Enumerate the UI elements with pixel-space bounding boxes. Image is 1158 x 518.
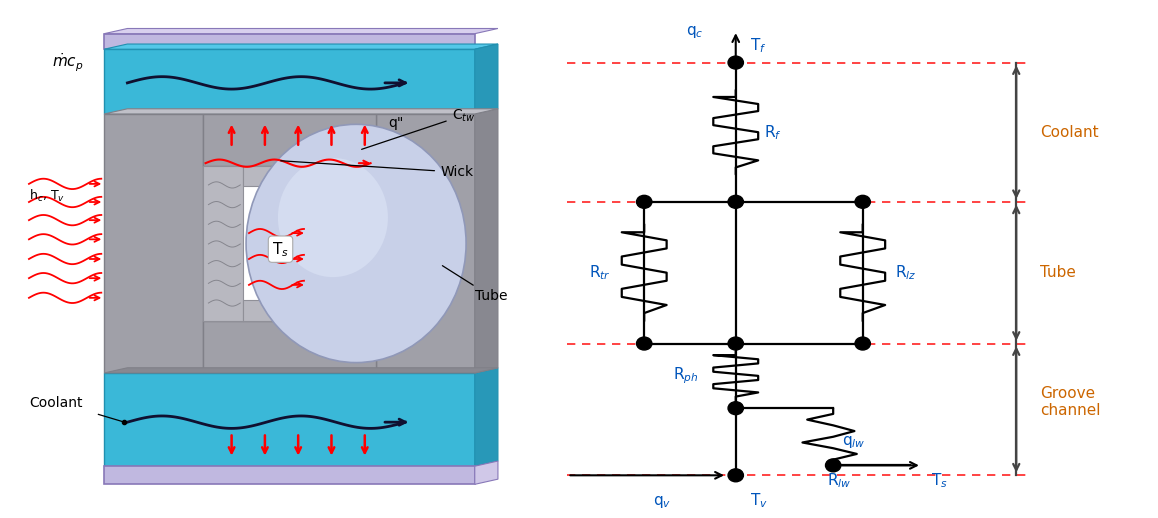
Ellipse shape xyxy=(245,124,466,363)
Text: T$_s$: T$_s$ xyxy=(931,471,947,490)
Text: R$_{ph}$: R$_{ph}$ xyxy=(673,366,698,386)
Polygon shape xyxy=(203,166,243,321)
Polygon shape xyxy=(104,368,498,373)
Text: q$_c$: q$_c$ xyxy=(686,24,703,40)
Circle shape xyxy=(855,337,871,350)
Circle shape xyxy=(637,195,652,208)
Polygon shape xyxy=(376,114,475,373)
Text: Coolant: Coolant xyxy=(29,396,82,410)
Text: R$_{lw}$: R$_{lw}$ xyxy=(827,471,851,490)
Text: q$_{lw}$: q$_{lw}$ xyxy=(842,435,865,451)
Text: q": q" xyxy=(388,116,403,130)
Text: Groove
channel: Groove channel xyxy=(1040,386,1100,418)
Circle shape xyxy=(728,469,743,482)
Polygon shape xyxy=(475,44,498,114)
Text: Tube: Tube xyxy=(1040,265,1076,280)
Polygon shape xyxy=(243,300,336,321)
Polygon shape xyxy=(336,166,376,321)
Circle shape xyxy=(728,337,743,350)
Text: T$_s$: T$_s$ xyxy=(272,240,288,258)
Polygon shape xyxy=(104,34,475,49)
Text: T$_f$: T$_f$ xyxy=(750,36,767,55)
Polygon shape xyxy=(104,49,475,114)
Polygon shape xyxy=(104,466,475,484)
Text: R$_f$: R$_f$ xyxy=(764,123,782,141)
Circle shape xyxy=(728,402,743,414)
Polygon shape xyxy=(243,166,336,186)
Circle shape xyxy=(728,195,743,208)
Circle shape xyxy=(637,337,652,350)
Polygon shape xyxy=(475,109,498,373)
Text: $\dot{m}c_p$: $\dot{m}c_p$ xyxy=(52,51,83,74)
Polygon shape xyxy=(203,114,376,166)
Text: h$_c$, T$_v$: h$_c$, T$_v$ xyxy=(29,188,65,204)
Polygon shape xyxy=(104,114,203,373)
Polygon shape xyxy=(475,368,498,466)
Polygon shape xyxy=(104,44,498,49)
Ellipse shape xyxy=(278,158,388,277)
Text: T$_v$: T$_v$ xyxy=(750,491,769,510)
Text: R$_{lz}$: R$_{lz}$ xyxy=(895,263,917,282)
Circle shape xyxy=(826,459,841,472)
Polygon shape xyxy=(104,109,498,114)
Text: Wick: Wick xyxy=(280,161,474,179)
Text: R$_{tr}$: R$_{tr}$ xyxy=(589,263,610,282)
Polygon shape xyxy=(475,461,498,484)
Circle shape xyxy=(728,56,743,69)
Text: Coolant: Coolant xyxy=(1040,125,1099,140)
Polygon shape xyxy=(104,373,475,466)
Polygon shape xyxy=(104,28,498,34)
Polygon shape xyxy=(203,321,376,373)
Text: q$_v$: q$_v$ xyxy=(653,494,672,510)
Circle shape xyxy=(855,195,871,208)
Text: C$_{tw}$: C$_{tw}$ xyxy=(361,107,475,149)
Text: Tube: Tube xyxy=(442,266,507,304)
